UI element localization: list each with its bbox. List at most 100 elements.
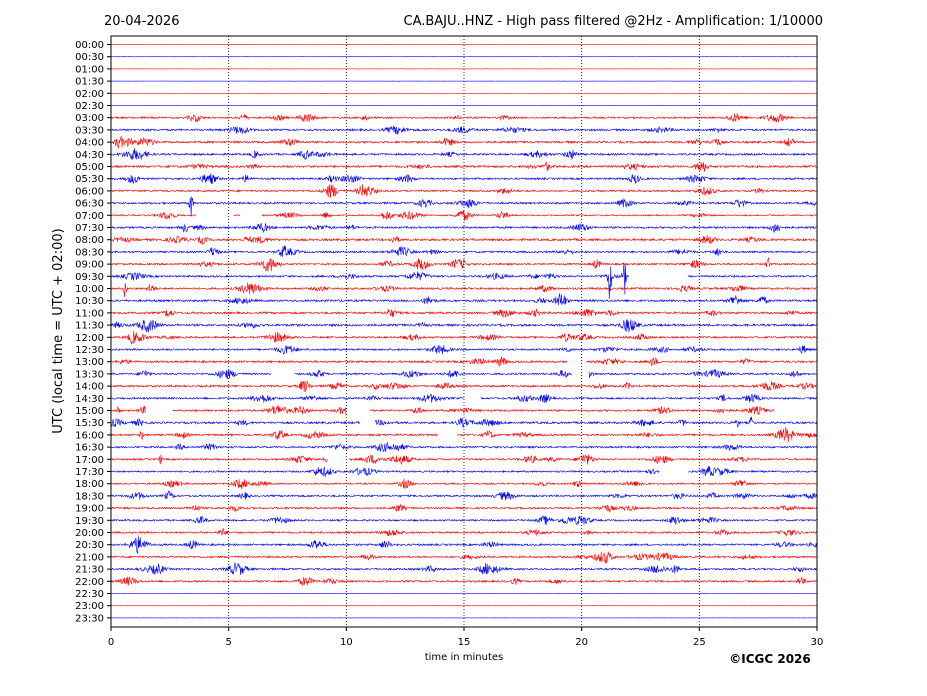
y-tick-label: 04:30 (75, 150, 104, 161)
x-tick-label: 0 (108, 637, 114, 648)
trace-row (110, 576, 818, 586)
trace-row (110, 173, 818, 184)
y-tick-label: 17:00 (75, 455, 104, 466)
trace-row (110, 514, 818, 526)
y-tick-label: 21:30 (75, 565, 104, 576)
y-tick-label: 23:00 (75, 601, 104, 612)
y-tick-label: 12:30 (75, 345, 104, 356)
y-tick-label: 13:00 (75, 357, 104, 368)
y-tick-label: 11:00 (75, 308, 104, 319)
trace-row (110, 125, 818, 135)
trace-row (110, 161, 818, 172)
y-tick-label: 12:00 (75, 333, 104, 344)
trace-row (110, 136, 818, 149)
x-tick-label: 25 (693, 637, 706, 648)
trace-row (110, 503, 818, 513)
y-tick-label: 18:30 (75, 491, 104, 502)
y-tick-label: 00:00 (75, 40, 104, 51)
trace-row (110, 345, 818, 355)
trace-row (110, 426, 818, 443)
chart-title: CA.BAJU..HNZ - High pass filtered @2Hz -… (404, 14, 824, 29)
y-tick-label: 09:30 (75, 272, 104, 283)
trace-row (110, 282, 818, 297)
trace-row (110, 535, 818, 554)
y-tick-label: 22:30 (75, 589, 104, 600)
y-tick-label: 18:00 (75, 479, 104, 490)
y-tick-label: 07:30 (75, 223, 104, 234)
trace-row (110, 369, 818, 379)
trace-row (110, 319, 818, 333)
trace-row (110, 209, 818, 221)
y-tick-label: 10:00 (75, 284, 104, 295)
x-tick-label: 5 (225, 637, 231, 648)
trace-row (110, 262, 818, 300)
trace-row (110, 441, 818, 453)
y-tick-label: 22:00 (75, 577, 104, 588)
y-tick-label: 00:30 (75, 52, 104, 63)
y-tick-label: 06:00 (75, 186, 104, 197)
y-tick-label: 05:00 (75, 162, 104, 173)
y-tick-label: 04:00 (75, 138, 104, 149)
trace-row (110, 380, 818, 393)
y-tick-label: 23:30 (75, 613, 104, 624)
y-tick-label: 05:30 (75, 174, 104, 185)
y-tick-label: 02:30 (75, 101, 104, 112)
trace-row (110, 478, 818, 490)
y-tick-label: 01:30 (75, 77, 104, 88)
trace-row (110, 330, 818, 345)
y-tick-label: 17:30 (75, 467, 104, 478)
grid-lines (228, 36, 700, 627)
y-axis-label: UTC (local time = UTC + 02:00) (51, 228, 66, 433)
trace-row (110, 245, 818, 258)
date-label: 20-04-2026 (104, 14, 180, 29)
trace-row (110, 454, 818, 465)
x-tick-label: 10 (340, 637, 353, 648)
y-tick-label: 03:30 (75, 125, 104, 136)
trace-row (110, 416, 818, 429)
trace-row (111, 490, 818, 501)
trace-row (110, 223, 818, 234)
y-tick-label: 03:00 (75, 113, 104, 124)
trace-row (110, 196, 818, 217)
y-tick-label: 16:30 (75, 443, 104, 454)
y-tick-label: 01:00 (75, 64, 104, 75)
trace-row (110, 148, 818, 160)
y-tick-label: 15:00 (75, 406, 104, 417)
y-tick-label: 02:00 (75, 89, 104, 100)
trace-row (110, 465, 818, 478)
x-axis-label: time in minutes (425, 652, 504, 663)
trace-row (110, 562, 818, 575)
y-tick-label: 19:00 (75, 504, 104, 515)
trace-row (110, 234, 818, 246)
x-tick-labels: 0 5 10 15 20 25 30 (108, 627, 823, 648)
trace-lines (110, 44, 818, 619)
trace-row (110, 183, 818, 198)
y-tick-label: 14:00 (75, 382, 104, 393)
y-tick-label: 15:30 (75, 418, 104, 429)
y-tick-label: 10:30 (75, 296, 104, 307)
trace-row (110, 292, 818, 306)
trace-row (110, 404, 775, 416)
x-tick-label: 15 (458, 637, 471, 648)
trace-row (110, 393, 818, 404)
y-tick-label: 14:30 (75, 394, 104, 405)
y-tick-label: 09:00 (75, 260, 104, 271)
trace-row (110, 528, 818, 537)
y-tick-label: 21:00 (75, 552, 104, 563)
y-tick-label: 07:00 (75, 211, 104, 222)
trace-row (110, 113, 818, 123)
x-tick-label: 20 (575, 637, 588, 648)
y-tick-label: 20:00 (75, 528, 104, 539)
y-tick-label: 13:30 (75, 369, 104, 380)
trace-row (110, 551, 818, 564)
y-tick-label: 11:30 (75, 321, 104, 332)
copyright-label: ©ICGC 2026 (729, 652, 811, 666)
y-tick-label: 19:30 (75, 516, 104, 527)
y-tick-label: 16:00 (75, 430, 104, 441)
trace-row (110, 256, 818, 272)
trace-row (110, 356, 818, 367)
y-tick-label: 08:00 (75, 235, 104, 246)
y-tick-label: 20:30 (75, 540, 104, 551)
